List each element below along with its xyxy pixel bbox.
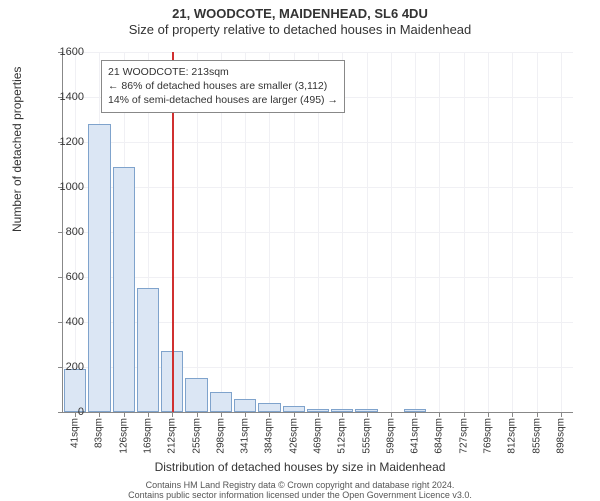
gridline-v bbox=[439, 52, 440, 412]
x-tick-mark bbox=[561, 412, 562, 417]
x-tick-mark bbox=[124, 412, 125, 417]
gridline-v bbox=[512, 52, 513, 412]
x-tick-label: 341sqm bbox=[240, 418, 251, 454]
x-tick-label: 555sqm bbox=[361, 418, 372, 454]
gridline-v bbox=[464, 52, 465, 412]
x-tick-label: 426sqm bbox=[288, 418, 299, 454]
y-axis-title: Number of detached properties bbox=[10, 67, 24, 232]
y-tick-label: 0 bbox=[38, 406, 84, 418]
x-tick-label: 212sqm bbox=[167, 418, 178, 454]
y-tick-label: 400 bbox=[38, 316, 84, 328]
x-tick-mark bbox=[512, 412, 513, 417]
x-tick-mark bbox=[294, 412, 295, 417]
histogram-bar bbox=[404, 409, 426, 412]
y-tick-label: 1200 bbox=[38, 136, 84, 148]
x-tick-mark bbox=[439, 412, 440, 417]
x-tick-mark bbox=[415, 412, 416, 417]
marker-callout: 21 WOODCOTE: 213sqm← 86% of detached hou… bbox=[101, 60, 345, 113]
histogram-bar bbox=[185, 378, 207, 412]
x-tick-label: 41sqm bbox=[70, 418, 81, 448]
footer-line2: Contains public sector information licen… bbox=[0, 490, 600, 500]
y-tick-label: 200 bbox=[38, 361, 84, 373]
x-tick-label: 83sqm bbox=[94, 418, 105, 448]
y-tick-label: 800 bbox=[38, 226, 84, 238]
x-tick-label: 469sqm bbox=[313, 418, 324, 454]
gridline-v bbox=[367, 52, 368, 412]
histogram-bar bbox=[113, 167, 135, 412]
title-line1: 21, WOODCOTE, MAIDENHEAD, SL6 4DU bbox=[0, 6, 600, 22]
histogram-bar bbox=[210, 392, 232, 412]
x-tick-label: 855sqm bbox=[531, 418, 542, 454]
y-tick-label: 1600 bbox=[38, 46, 84, 58]
x-tick-mark bbox=[391, 412, 392, 417]
footer-attribution: Contains HM Land Registry data © Crown c… bbox=[0, 480, 600, 501]
gridline-v bbox=[537, 52, 538, 412]
y-tick-label: 600 bbox=[38, 271, 84, 283]
x-tick-mark bbox=[99, 412, 100, 417]
x-tick-mark bbox=[221, 412, 222, 417]
histogram-bar bbox=[137, 288, 159, 412]
title-line2: Size of property relative to detached ho… bbox=[0, 22, 600, 38]
histogram-bar bbox=[234, 399, 256, 413]
x-tick-label: 169sqm bbox=[143, 418, 154, 454]
y-tick-label: 1400 bbox=[38, 91, 84, 103]
chart-area: 41sqm83sqm126sqm169sqm212sqm255sqm298sqm… bbox=[62, 52, 572, 412]
x-tick-label: 812sqm bbox=[507, 418, 518, 454]
histogram-bar bbox=[258, 403, 280, 412]
callout-line1: 21 WOODCOTE: 213sqm bbox=[108, 65, 338, 79]
x-tick-mark bbox=[172, 412, 173, 417]
gridline-v bbox=[415, 52, 416, 412]
y-tick-label: 1000 bbox=[38, 181, 84, 193]
histogram-bar bbox=[88, 124, 110, 412]
plot: 41sqm83sqm126sqm169sqm212sqm255sqm298sqm… bbox=[62, 52, 573, 413]
gridline-v bbox=[488, 52, 489, 412]
x-axis-title: Distribution of detached houses by size … bbox=[0, 460, 600, 474]
x-tick-mark bbox=[464, 412, 465, 417]
x-tick-label: 641sqm bbox=[410, 418, 421, 454]
x-tick-mark bbox=[342, 412, 343, 417]
histogram-bar bbox=[283, 406, 305, 412]
footer-line1: Contains HM Land Registry data © Crown c… bbox=[0, 480, 600, 490]
histogram-bar bbox=[307, 409, 329, 412]
histogram-bar bbox=[331, 409, 353, 412]
x-tick-label: 598sqm bbox=[385, 418, 396, 454]
x-tick-label: 255sqm bbox=[191, 418, 202, 454]
x-tick-mark bbox=[148, 412, 149, 417]
x-tick-mark bbox=[197, 412, 198, 417]
x-tick-mark bbox=[318, 412, 319, 417]
x-tick-mark bbox=[488, 412, 489, 417]
histogram-bar bbox=[355, 409, 377, 412]
x-tick-label: 684sqm bbox=[434, 418, 445, 454]
x-tick-mark bbox=[537, 412, 538, 417]
callout-line3: 14% of semi-detached houses are larger (… bbox=[108, 93, 338, 107]
gridline-v bbox=[391, 52, 392, 412]
x-tick-label: 898sqm bbox=[555, 418, 566, 454]
x-tick-label: 298sqm bbox=[215, 418, 226, 454]
callout-line2: ← 86% of detached houses are smaller (3,… bbox=[108, 79, 338, 93]
x-tick-mark bbox=[245, 412, 246, 417]
x-tick-label: 126sqm bbox=[118, 418, 129, 454]
chart-title: 21, WOODCOTE, MAIDENHEAD, SL6 4DU Size o… bbox=[0, 0, 600, 39]
x-tick-label: 512sqm bbox=[337, 418, 348, 454]
x-tick-label: 384sqm bbox=[264, 418, 275, 454]
x-tick-mark bbox=[367, 412, 368, 417]
x-tick-mark bbox=[269, 412, 270, 417]
x-tick-label: 769sqm bbox=[483, 418, 494, 454]
x-tick-label: 727sqm bbox=[458, 418, 469, 454]
gridline-v bbox=[561, 52, 562, 412]
